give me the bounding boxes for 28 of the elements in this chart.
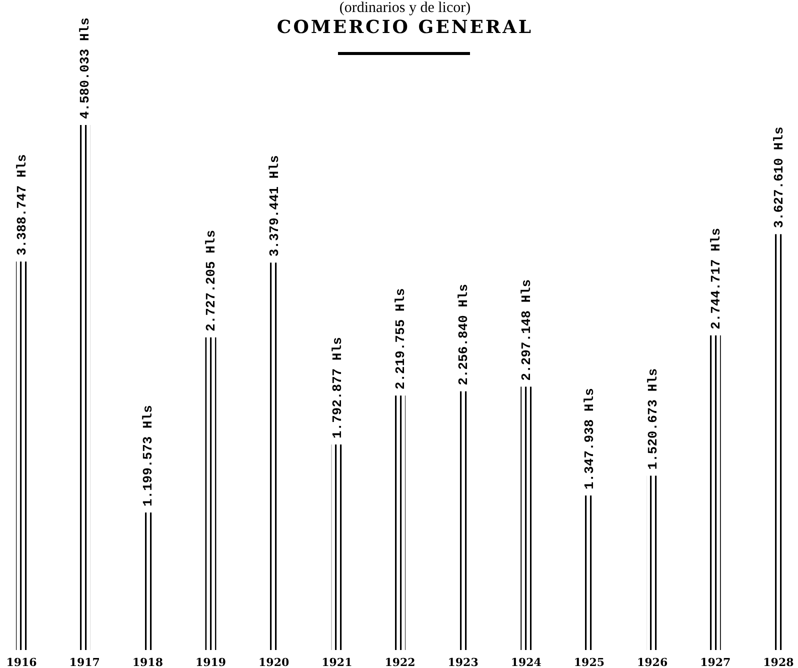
data-label: 3.379.441 Hls [266, 155, 282, 257]
x-tick-label: 1921 [322, 656, 352, 668]
data-label: 2.727.205 Hls [204, 230, 219, 332]
data-label: 2.256.840 Hls [456, 284, 472, 386]
x-tick-label: 1923 [448, 656, 478, 668]
x-tick-label: 1925 [574, 656, 605, 668]
data-label: 2.744.717 Hls [708, 228, 724, 330]
data-label: 1.199.573 Hls [140, 404, 156, 506]
x-tick-label: 1918 [132, 656, 164, 668]
data-label: 1.520.673 Hls [645, 368, 660, 470]
x-tick-label: 1922 [384, 656, 416, 668]
data-label: 3.627.610 Hls [771, 126, 786, 228]
x-tick-label: 1924 [510, 656, 542, 668]
x-tick-label: 1927 [700, 656, 731, 668]
x-tick-label: 1916 [6, 656, 38, 668]
data-label: 1.792.877 Hls [330, 336, 345, 438]
chart-title: COMERCIO GENERAL [276, 17, 534, 38]
chart-subtitle: (ordinarios y de licor) [338, 0, 472, 16]
data-label: 4.580.033 Hls [78, 17, 93, 119]
x-tick-label: 1928 [763, 656, 794, 668]
data-label: 2.297.148 Hls [519, 279, 534, 381]
x-tick-label: 1917 [69, 656, 100, 668]
data-label: 3.388.747 Hls [14, 154, 30, 256]
x-tick-label: 1919 [195, 656, 226, 668]
x-tick-label: 1926 [636, 656, 668, 668]
data-label: 2.219.755 Hls [392, 288, 408, 390]
data-label: 1.347.938 Hls [582, 388, 598, 490]
x-tick-label: 1920 [258, 656, 290, 668]
